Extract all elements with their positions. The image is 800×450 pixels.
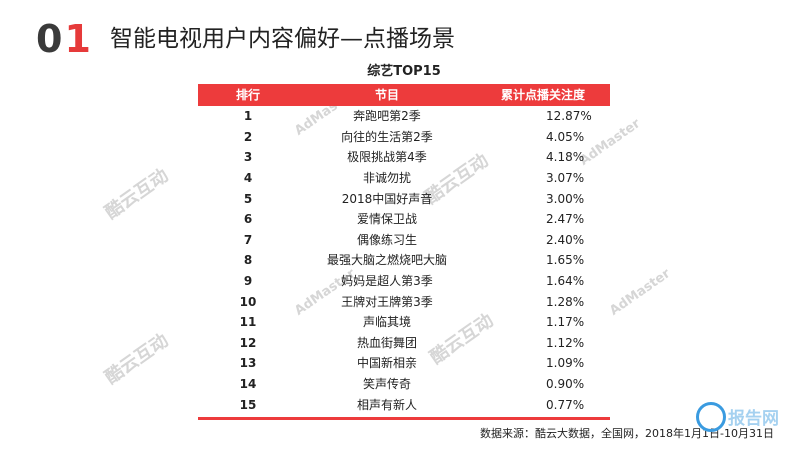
- table-row: 1 奔跑吧第2季 12.87%: [198, 106, 610, 127]
- rank-cell: 3: [243, 150, 253, 165]
- table-row: 5 2018中国好声音 3.00%: [198, 188, 610, 209]
- rank-cell: 7: [243, 232, 253, 247]
- rank-cell: 2: [243, 129, 253, 144]
- watermark-admaster: AdMaster: [607, 266, 674, 319]
- program-cell: 最强大脑之燃烧吧大脑: [326, 253, 447, 268]
- rank-cell: 14: [239, 377, 257, 392]
- data-source-note: 数据来源：酷云大数据，全国网，2018年1月1日-10月31日: [480, 427, 774, 440]
- rank-cell: 11: [239, 315, 257, 330]
- corner-watermark-text: 报告网: [728, 409, 779, 429]
- table-bottom-rule: [198, 416, 610, 420]
- table-header-row: 排行 节目 累计点播关注度: [198, 84, 610, 106]
- rank-cell: 12: [239, 335, 257, 350]
- program-cell: 爱情保卫战: [356, 212, 417, 227]
- program-cell: 中国新相亲: [356, 356, 417, 371]
- value-cell: 3.07%: [546, 171, 585, 186]
- ranking-table: 排行 节目 累计点播关注度 1 奔跑吧第2季 12.87% 2 向往的生活第2季…: [198, 84, 610, 415]
- value-cell: 4.05%: [546, 129, 585, 144]
- table-row: 15 相声有新人 0.77%: [198, 394, 610, 415]
- program-cell: 笑声传奇: [362, 377, 411, 392]
- watermark-kuyun: 酷云互动: [101, 329, 173, 389]
- program-cell: 2018中国好声音: [341, 191, 433, 206]
- rank-cell: 9: [243, 274, 253, 289]
- program-cell: 王牌对王牌第3季: [341, 294, 433, 309]
- column-header-value: 累计点播关注度: [476, 84, 610, 106]
- program-cell: 极限挑战第4季: [347, 150, 427, 165]
- table-row: 12 热血街舞团 1.12%: [198, 333, 610, 354]
- program-cell: 非诚勿扰: [362, 171, 411, 186]
- table-caption: 综艺TOP15: [367, 64, 441, 79]
- value-cell: 0.90%: [546, 377, 585, 392]
- table-row: 2 向往的生活第2季 4.05%: [198, 127, 610, 148]
- rank-cell: 6: [243, 212, 253, 227]
- value-cell: 1.65%: [546, 253, 585, 268]
- rank-cell: 5: [243, 191, 253, 206]
- table-row: 4 非诚勿扰 3.07%: [198, 168, 610, 189]
- watermark-kuyun: 酷云互动: [101, 164, 173, 224]
- value-cell: 1.28%: [546, 294, 585, 309]
- section-number-digit-1: 1: [64, 17, 93, 61]
- program-cell: 声临其境: [362, 315, 411, 330]
- rank-cell: 13: [239, 356, 257, 371]
- value-cell: 1.17%: [546, 315, 585, 330]
- table-row: 6 爱情保卫战 2.47%: [198, 209, 610, 230]
- table-row: 10 王牌对王牌第3季 1.28%: [198, 291, 610, 312]
- rank-cell: 4: [243, 171, 253, 186]
- rank-cell: 8: [243, 253, 253, 268]
- value-cell: 4.18%: [546, 150, 585, 165]
- program-cell: 妈妈是超人第3季: [341, 274, 433, 289]
- table-row: 13 中国新相亲 1.09%: [198, 353, 610, 374]
- value-cell: 2.47%: [546, 212, 585, 227]
- value-cell: 1.64%: [546, 274, 585, 289]
- table-row: 3 极限挑战第4季 4.18%: [198, 147, 610, 168]
- table-row: 7 偶像练习生 2.40%: [198, 230, 610, 251]
- table-row: 8 最强大脑之燃烧吧大脑 1.65%: [198, 250, 610, 271]
- report-site-logo-icon: [696, 402, 726, 432]
- page-title: 智能电视用户内容偏好—点播场景: [110, 26, 455, 52]
- column-header-rank: 排行: [198, 84, 298, 106]
- value-cell: 3.00%: [546, 191, 585, 206]
- rank-cell: 10: [239, 294, 257, 309]
- table-row: 9 妈妈是超人第3季 1.64%: [198, 271, 610, 292]
- table-row: 11 声临其境 1.17%: [198, 312, 610, 333]
- program-cell: 热血街舞团: [356, 335, 417, 350]
- section-number-digit-0: 0: [36, 17, 65, 61]
- column-header-program: 节目: [298, 84, 476, 106]
- program-cell: 相声有新人: [356, 397, 417, 412]
- program-cell: 奔跑吧第2季: [353, 109, 421, 124]
- value-cell: 1.12%: [546, 335, 585, 350]
- ranking-table-block: 综艺TOP15 排行 节目 累计点播关注度 1 奔跑吧第2季 12.87%: [198, 60, 610, 420]
- value-cell: 2.40%: [546, 232, 585, 247]
- rank-cell: 1: [243, 109, 253, 124]
- program-cell: 向往的生活第2季: [341, 129, 433, 144]
- rank-cell: 15: [239, 397, 257, 412]
- program-cell: 偶像练习生: [356, 232, 417, 247]
- table-row: 14 笑声传奇 0.90%: [198, 374, 610, 395]
- value-cell: 12.87%: [546, 109, 592, 124]
- section-number: 01: [36, 18, 93, 60]
- value-cell: 1.09%: [546, 356, 585, 371]
- value-cell: 0.77%: [546, 397, 585, 412]
